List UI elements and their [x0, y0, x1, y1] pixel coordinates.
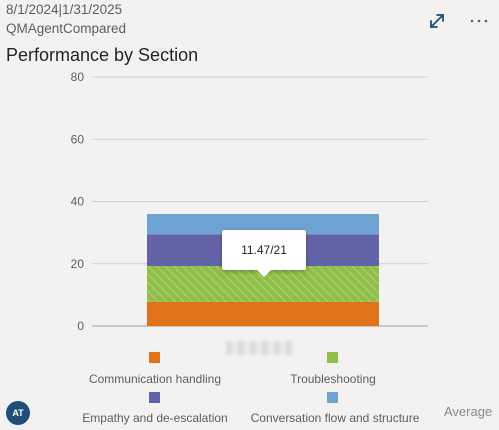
subtitle: QMAgentCompared — [6, 21, 127, 36]
y-tick-label: 80 — [71, 70, 85, 84]
tooltip-pointer — [256, 269, 272, 277]
chart-title: Performance by Section — [6, 45, 199, 65]
date-range: 8/1/2024|1/31/2025 — [6, 2, 123, 17]
user-avatar[interactable]: AT — [6, 401, 30, 425]
y-tick-label: 0 — [77, 319, 84, 333]
legend-item-communication[interactable]: Communication handling — [88, 372, 222, 386]
legend-item-empathy[interactable]: Empathy and de-escalation — [82, 411, 228, 425]
legend-swatch-conversation — [327, 392, 338, 403]
more-options-icon — [470, 19, 488, 23]
average-label: Average — [444, 404, 493, 419]
bar-segment-conversation[interactable] — [147, 214, 379, 235]
legend-swatch-troubleshooting — [327, 352, 338, 363]
legend-item-conversation[interactable]: Conversation flow and structure — [250, 411, 420, 425]
expand-diagonal-icon — [430, 14, 444, 28]
x-axis-category-label-redacted — [226, 341, 292, 355]
value-tooltip: 11.47/21 — [222, 230, 306, 270]
expand-button[interactable] — [424, 8, 450, 34]
y-tick-label: 60 — [71, 132, 85, 146]
legend-item-troubleshooting[interactable]: Troubleshooting — [290, 372, 376, 386]
bar-segment-communication[interactable] — [147, 301, 379, 326]
legend-swatch-empathy — [149, 392, 160, 403]
more-options-button[interactable] — [466, 8, 492, 34]
y-tick-label: 40 — [71, 195, 85, 209]
y-tick-label: 20 — [71, 257, 85, 271]
legend-swatch-communication — [149, 352, 160, 363]
